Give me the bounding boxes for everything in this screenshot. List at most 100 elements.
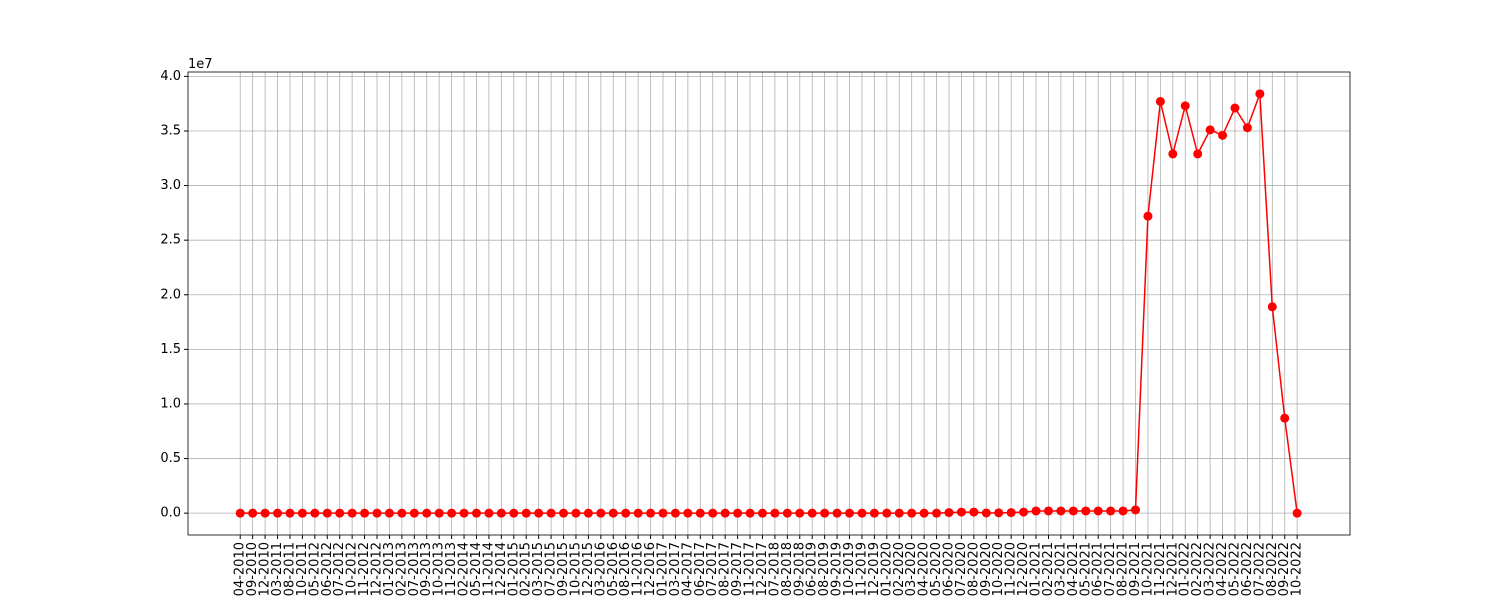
series-line bbox=[240, 93, 1298, 514]
x-tick-label: 05-2016 bbox=[606, 542, 621, 596]
point bbox=[521, 508, 531, 518]
point bbox=[1292, 508, 1302, 518]
point bbox=[1006, 508, 1016, 518]
x-tick-label: 08-2022 bbox=[1265, 542, 1280, 596]
x-tick-label: 07-2022 bbox=[1252, 542, 1267, 596]
point bbox=[882, 508, 892, 518]
x-tick-label: 10-2013 bbox=[432, 542, 447, 596]
x-tick-label: 12-2019 bbox=[867, 542, 882, 596]
point bbox=[1218, 130, 1228, 140]
x-tick-label: 04-2020 bbox=[917, 542, 932, 596]
x-tick-label: 07-2020 bbox=[954, 542, 969, 596]
x-tick-label: 03-2011 bbox=[270, 542, 285, 596]
x-tick-label: 08-2017 bbox=[718, 542, 733, 596]
point bbox=[832, 508, 842, 518]
y-offset-label: 1e7 bbox=[188, 57, 213, 72]
point bbox=[932, 508, 942, 518]
x-tick-label: 12-2020 bbox=[1016, 542, 1031, 596]
point bbox=[1230, 103, 1240, 113]
x-tick-label: 11-2017 bbox=[743, 542, 758, 596]
point bbox=[907, 508, 917, 518]
y-tick-label: 1.5 bbox=[160, 342, 181, 357]
point bbox=[720, 508, 730, 518]
x-tick-label: 11-2020 bbox=[1004, 542, 1019, 596]
point bbox=[235, 508, 245, 518]
point bbox=[372, 508, 382, 518]
point bbox=[646, 508, 656, 518]
x-tick-label: 09-2013 bbox=[419, 542, 434, 596]
point bbox=[1280, 413, 1290, 423]
point bbox=[695, 508, 705, 518]
y-tick-label: 0.5 bbox=[160, 451, 181, 466]
x-tick-label: 12-2016 bbox=[643, 542, 658, 596]
x-tick-label: 03-2020 bbox=[904, 542, 919, 596]
x-tick-label: 01-2022 bbox=[1178, 542, 1193, 596]
point bbox=[1193, 149, 1203, 159]
point bbox=[1043, 506, 1053, 516]
x-tick-label: 09-2022 bbox=[1277, 542, 1292, 596]
x-tick-label: 05-2014 bbox=[469, 542, 484, 596]
x-tick-label: 12-2015 bbox=[581, 542, 596, 596]
x-tick-label: 03-2015 bbox=[531, 542, 546, 596]
x-tick-label: 06-2022 bbox=[1240, 542, 1255, 596]
x-tick-label: 08-2020 bbox=[966, 542, 981, 596]
x-tick-label: 10-2020 bbox=[991, 542, 1006, 596]
x-tick-label: 09-2015 bbox=[556, 542, 571, 596]
point bbox=[994, 508, 1004, 518]
point bbox=[658, 508, 668, 518]
point bbox=[1242, 123, 1252, 133]
point bbox=[1031, 506, 1041, 516]
point bbox=[1255, 89, 1265, 99]
point bbox=[335, 508, 345, 518]
point bbox=[1019, 507, 1029, 517]
point bbox=[1143, 211, 1153, 221]
point bbox=[633, 508, 643, 518]
point bbox=[285, 508, 295, 518]
x-tick-label: 08-2019 bbox=[817, 542, 832, 596]
x-tick-label: 12-2021 bbox=[1165, 542, 1180, 596]
x-tick-label: 02-2022 bbox=[1190, 542, 1205, 596]
x-tick-label: 06-2020 bbox=[941, 542, 956, 596]
x-tick-label: 09-2010 bbox=[245, 542, 260, 596]
point bbox=[670, 508, 680, 518]
x-tick-label: 09-2019 bbox=[830, 542, 845, 596]
point bbox=[708, 508, 718, 518]
point bbox=[1180, 101, 1190, 111]
point bbox=[608, 508, 618, 518]
point bbox=[820, 508, 830, 518]
x-tick-label: 02-2013 bbox=[394, 542, 409, 596]
y-tick-label: 3.0 bbox=[160, 178, 181, 193]
x-tick-label: 10-2011 bbox=[295, 542, 310, 596]
point bbox=[857, 508, 867, 518]
x-tick-label: 07-2021 bbox=[1103, 542, 1118, 596]
x-tick-label: 04-2021 bbox=[1066, 542, 1081, 596]
point bbox=[621, 508, 631, 518]
point bbox=[981, 508, 991, 518]
x-tick-label: 10-2015 bbox=[568, 542, 583, 596]
x-tick-label: 07-2013 bbox=[407, 542, 422, 596]
x-tick-label: 05-2020 bbox=[929, 542, 944, 596]
x-tick-label: 09-2018 bbox=[792, 542, 807, 596]
point bbox=[1106, 506, 1116, 516]
point bbox=[956, 507, 966, 517]
point bbox=[397, 508, 407, 518]
point bbox=[1267, 302, 1277, 312]
point bbox=[1068, 506, 1078, 516]
x-tick-label: 06-2017 bbox=[693, 542, 708, 596]
point bbox=[1056, 506, 1066, 516]
x-tick-label: 12-2017 bbox=[755, 542, 770, 596]
x-tick-label: 12-2012 bbox=[370, 542, 385, 596]
point bbox=[757, 508, 767, 518]
point bbox=[1155, 96, 1165, 106]
x-tick-label: 03-2022 bbox=[1203, 542, 1218, 596]
point bbox=[1168, 149, 1178, 159]
point bbox=[248, 508, 258, 518]
x-tick-label: 04-2010 bbox=[233, 542, 248, 596]
point bbox=[733, 508, 743, 518]
point bbox=[434, 508, 444, 518]
x-tick-label: 02-2015 bbox=[519, 542, 534, 596]
point bbox=[845, 508, 855, 518]
x-tick-label: 08-2021 bbox=[1116, 542, 1131, 596]
x-tick-label: 09-2021 bbox=[1128, 542, 1143, 596]
